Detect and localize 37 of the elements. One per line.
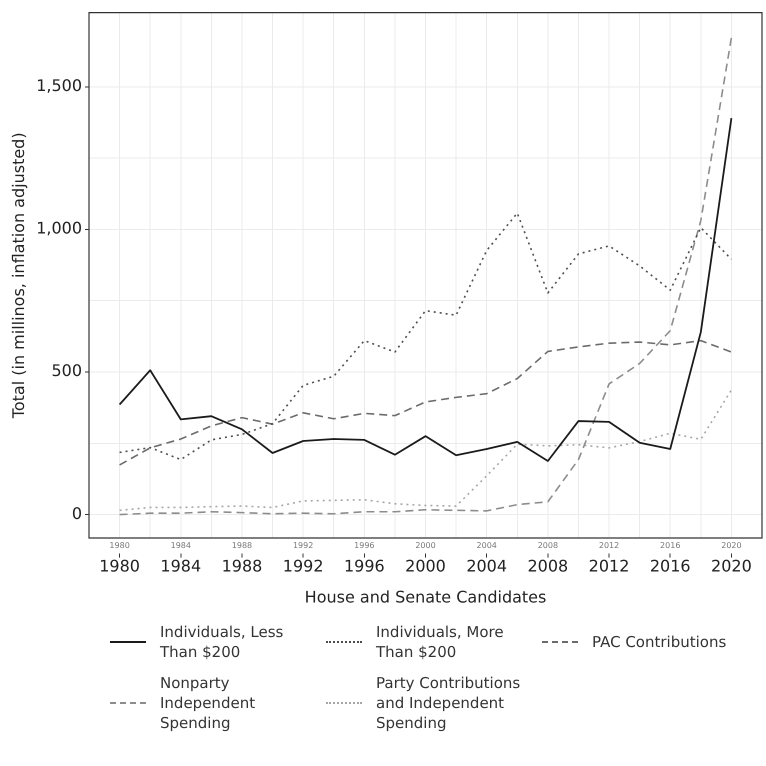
x2-tick-label: 2020 [711, 556, 752, 576]
x-tick-label: 1980 [109, 540, 130, 550]
x-tick-label: 2016 [660, 540, 680, 550]
legend-label: PAC Contributions [592, 632, 728, 652]
x2-tick-label: 1980 [99, 556, 140, 576]
x-axis-title: House and Senate Candidates [304, 588, 546, 607]
x-tick-label: 1988 [232, 540, 252, 550]
x2-tick-label: 2004 [466, 556, 508, 576]
x2-tick-label: 2000 [405, 556, 446, 576]
x2-tick-label: 1992 [282, 556, 324, 576]
y-tick-label: 1,500 [36, 76, 82, 95]
x-tick-label: 2000 [415, 540, 436, 550]
x-tick-label: 2012 [598, 540, 620, 550]
x2-tick-label: 1988 [222, 556, 262, 576]
x2-tick-label: 1996 [344, 556, 385, 576]
x-tick-label: 1992 [292, 540, 314, 550]
x-tick-label: 2020 [721, 540, 742, 550]
y-axis-title: Total (in millinos, inflation adjusted) [8, 132, 28, 420]
x-tick-label: 2004 [476, 540, 497, 550]
line-series [118, 340, 732, 466]
x-tick-label: 1996 [354, 540, 374, 550]
x2-tick-label: 2016 [650, 556, 691, 576]
legend-label: Nonparty Independent Spending [160, 672, 256, 734]
y-tick-label: 500 [51, 361, 82, 380]
line-series [118, 389, 732, 512]
x-tick-label: 2008 [538, 540, 558, 550]
x2-tick-label: 2008 [528, 556, 568, 576]
line-series [118, 36, 732, 516]
line-series [118, 212, 732, 460]
x-tick-label: 1984 [170, 540, 191, 550]
x2-tick-label: 2012 [588, 556, 630, 576]
legend-label: Individuals, More Than $200 [376, 622, 505, 662]
y-tick-label: 0 [72, 504, 82, 523]
legend-label: Party Contributions and Independent Spending [376, 672, 522, 734]
x2-tick-label: 1984 [160, 556, 202, 576]
legend-label: Individuals, Less Than $200 [160, 622, 284, 662]
y-tick-label: 1,000 [36, 218, 82, 238]
